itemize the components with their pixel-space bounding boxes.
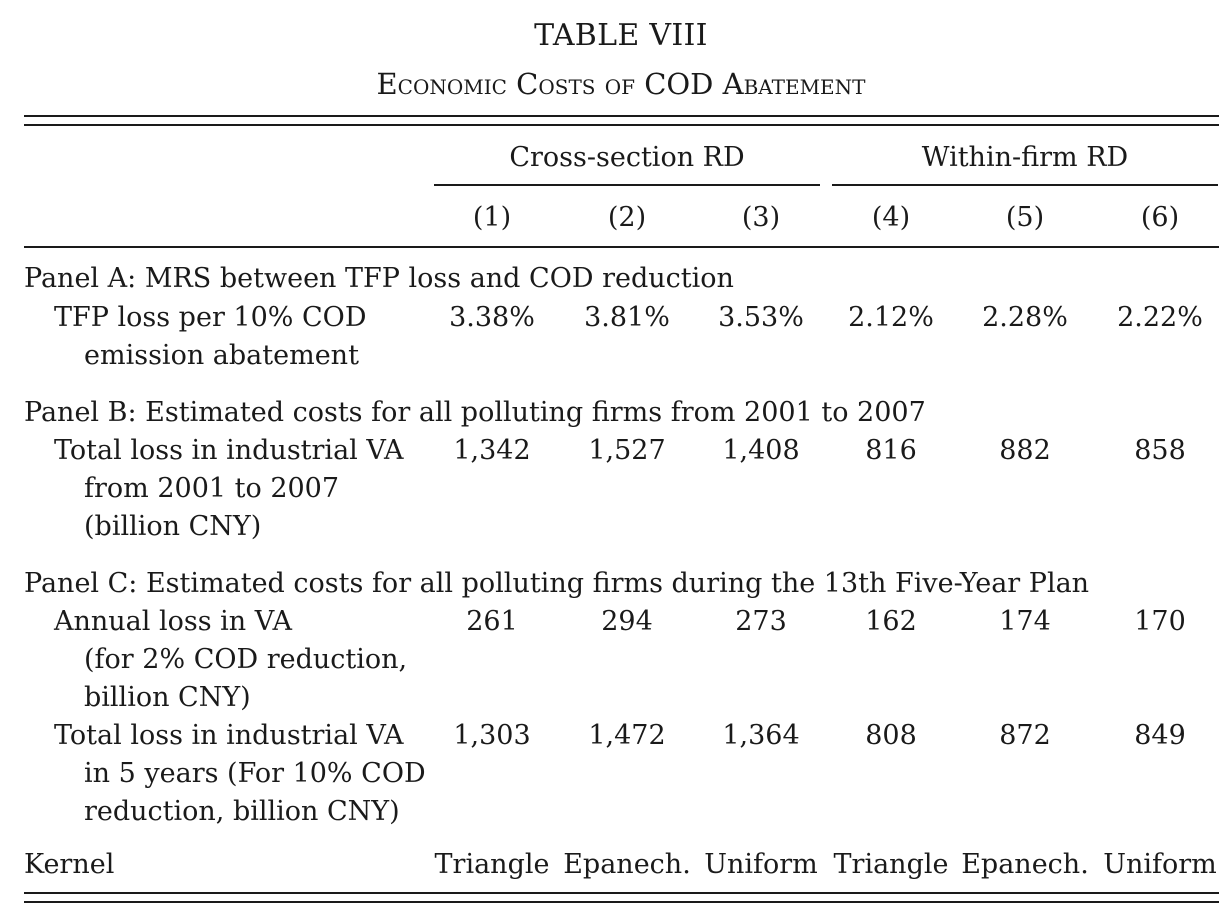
table-title: TABLE VIII — [534, 18, 708, 53]
table-subtitle: Economic Costs of COD Abatement — [376, 67, 866, 101]
cell-value: 1,342 — [453, 435, 531, 466]
group-header-cross-section: Cross-section RD — [509, 142, 745, 173]
kernel-value: Uniform — [704, 849, 818, 880]
kernel-label: Kernel — [24, 849, 115, 880]
cell-value: 170 — [1134, 606, 1186, 637]
kernel-value: Triangle — [434, 849, 550, 880]
row-label-line: emission abatement — [84, 340, 359, 371]
cell-value: 174 — [999, 606, 1051, 637]
group-header-within-firm: Within-firm RD — [921, 142, 1129, 173]
panel-a-heading: Panel A: MRS between TFP loss and COD re… — [24, 263, 734, 294]
cell-value: 273 — [735, 606, 787, 637]
row-label-line: reduction, billion CNY) — [84, 796, 400, 827]
cell-value: 1,303 — [453, 720, 531, 751]
cell-value: 1,527 — [588, 435, 666, 466]
panel-c-heading: Panel C: Estimated costs for all polluti… — [24, 568, 1090, 599]
cell-value: 261 — [466, 606, 518, 637]
row-label-line: billion CNY) — [84, 682, 251, 713]
cell-value: 2.28% — [982, 302, 1068, 333]
cell-value: 162 — [865, 606, 917, 637]
cell-value: 1,364 — [722, 720, 800, 751]
row-label-line: (for 2% COD reduction, — [84, 644, 408, 675]
cell-value: 3.81% — [584, 302, 670, 333]
cell-value: 3.38% — [449, 302, 535, 333]
cell-value: 858 — [1134, 435, 1186, 466]
kernel-value: Epanech. — [961, 849, 1089, 880]
cell-value: 882 — [999, 435, 1051, 466]
cell-value: 1,408 — [722, 435, 800, 466]
column-header: (6) — [1140, 202, 1180, 233]
column-header: (2) — [607, 202, 647, 233]
kernel-value: Uniform — [1103, 849, 1217, 880]
column-header: (1) — [472, 202, 512, 233]
kernel-value: Epanech. — [563, 849, 691, 880]
group-underline-within-firm — [832, 184, 1218, 186]
row-label-line: Total loss in industrial VA — [54, 720, 404, 751]
cell-value: 2.22% — [1117, 302, 1203, 333]
cell-value: 1,472 — [588, 720, 666, 751]
cell-value: 294 — [601, 606, 653, 637]
column-header: (4) — [871, 202, 911, 233]
cell-value: 3.53% — [718, 302, 804, 333]
row-label-line: (billion CNY) — [84, 511, 262, 542]
column-header: (3) — [741, 202, 781, 233]
panel-b-heading: Panel B: Estimated costs for all polluti… — [24, 397, 926, 428]
row-label-line: Annual loss in VA — [54, 606, 292, 637]
cell-value: 872 — [999, 720, 1051, 751]
cell-value: 2.12% — [848, 302, 934, 333]
kernel-value: Triangle — [833, 849, 949, 880]
header-bottom-rule — [24, 246, 1219, 248]
row-label-line: Total loss in industrial VA — [54, 435, 404, 466]
row-label-line: in 5 years (For 10% COD — [84, 758, 426, 789]
row-label-line: TFP loss per 10% COD — [54, 302, 367, 333]
cell-value: 849 — [1134, 720, 1186, 751]
row-label-line: from 2001 to 2007 — [84, 473, 340, 504]
column-header: (5) — [1005, 202, 1045, 233]
cell-value: 808 — [865, 720, 917, 751]
group-underline-cross-section — [434, 184, 820, 186]
cell-value: 816 — [865, 435, 917, 466]
